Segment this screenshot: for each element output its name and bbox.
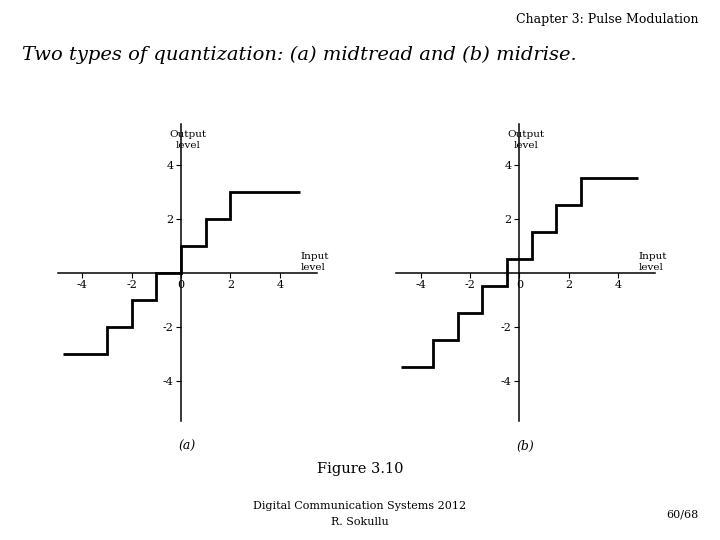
Text: 60/68: 60/68: [666, 509, 698, 519]
Text: Output
level: Output level: [508, 130, 545, 150]
Text: Chapter 3: Pulse Modulation: Chapter 3: Pulse Modulation: [516, 14, 698, 26]
Text: R. Sokullu: R. Sokullu: [331, 517, 389, 528]
Text: (a): (a): [179, 440, 196, 453]
Text: Two types of quantization: (a) midtread and (b) midrise.: Two types of quantization: (a) midtread …: [22, 46, 576, 64]
Text: (b): (b): [517, 440, 534, 453]
Text: Output
level: Output level: [169, 130, 207, 150]
Text: Figure 3.10: Figure 3.10: [317, 462, 403, 476]
Text: Input
level: Input level: [300, 252, 329, 272]
Text: Input
level: Input level: [639, 252, 667, 272]
Text: Digital Communication Systems 2012: Digital Communication Systems 2012: [253, 501, 467, 511]
